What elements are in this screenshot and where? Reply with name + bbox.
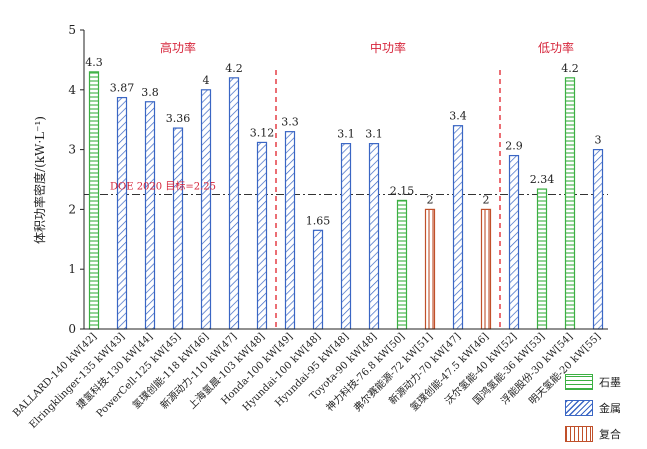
bar-metal (228, 77, 240, 330)
legend-label-metal: 金属 (599, 402, 621, 415)
bar-metal (508, 154, 520, 330)
y-tick-label: 1 (68, 262, 76, 276)
legend-item-metal: 金属 (565, 397, 645, 419)
bar-graphite (536, 188, 548, 330)
metal-swatch-icon (565, 400, 593, 416)
graphite-swatch-icon (565, 374, 593, 390)
value-label: 3.12 (250, 126, 275, 139)
bar-metal (256, 141, 268, 330)
value-label: 2.15 (390, 184, 415, 197)
value-label: 4.3 (85, 56, 103, 69)
bar-metal (284, 131, 296, 330)
value-label: 4.2 (561, 62, 579, 75)
value-label: 1.65 (306, 214, 331, 227)
value-label: 3.36 (166, 112, 191, 125)
bar-metal (200, 89, 212, 330)
value-label: 4.2 (225, 62, 243, 75)
y-tick-label: 3 (68, 143, 76, 157)
bar-metal (452, 125, 464, 330)
bar-metal (116, 96, 128, 330)
legend-label-composite: 复合 (599, 428, 621, 441)
y-tick-label: 0 (68, 322, 76, 336)
value-label: 3.8 (141, 86, 159, 99)
section-title: 高功率 (160, 40, 196, 55)
y-axis-label: 体积功率密度/(kW·L⁻¹) (32, 116, 47, 244)
value-label: 3.87 (110, 82, 135, 95)
y-tick-label: 5 (68, 23, 76, 37)
bar-composite (480, 208, 492, 330)
value-label: 3.3 (281, 116, 299, 129)
legend-item-graphite: 石墨 (565, 371, 645, 393)
y-tick-label: 2 (68, 202, 76, 216)
bar-graphite (396, 199, 408, 330)
bar-metal (144, 101, 156, 330)
bar-composite (424, 208, 436, 330)
bar-metal (312, 229, 324, 330)
composite-swatch-icon (565, 426, 593, 442)
value-label: 2.34 (530, 173, 555, 186)
value-label: 4 (203, 74, 210, 87)
section-title: 低功率 (538, 40, 574, 55)
value-label: 3.4 (449, 110, 467, 123)
legend-label-graphite: 石墨 (599, 376, 621, 389)
value-label: 2 (483, 193, 490, 206)
value-label: 2.9 (505, 140, 523, 153)
bar-graphite (564, 77, 576, 330)
legend: 石墨 金属 复合 (565, 371, 645, 449)
value-label: 3 (595, 134, 602, 147)
bar-metal (368, 143, 380, 330)
bar-graphite (88, 71, 100, 330)
section-title: 中功率 (370, 40, 406, 55)
value-label: 3.1 (337, 128, 355, 141)
value-label: 3.1 (365, 128, 383, 141)
y-tick-label: 4 (68, 83, 76, 97)
value-label: 2 (427, 193, 434, 206)
bar-metal (340, 143, 352, 330)
bar-metal (592, 149, 604, 330)
legend-item-composite: 复合 (565, 423, 645, 445)
doe-target-label: DOE 2020 目标=2.25 (110, 180, 216, 192)
bar-metal (172, 127, 184, 330)
